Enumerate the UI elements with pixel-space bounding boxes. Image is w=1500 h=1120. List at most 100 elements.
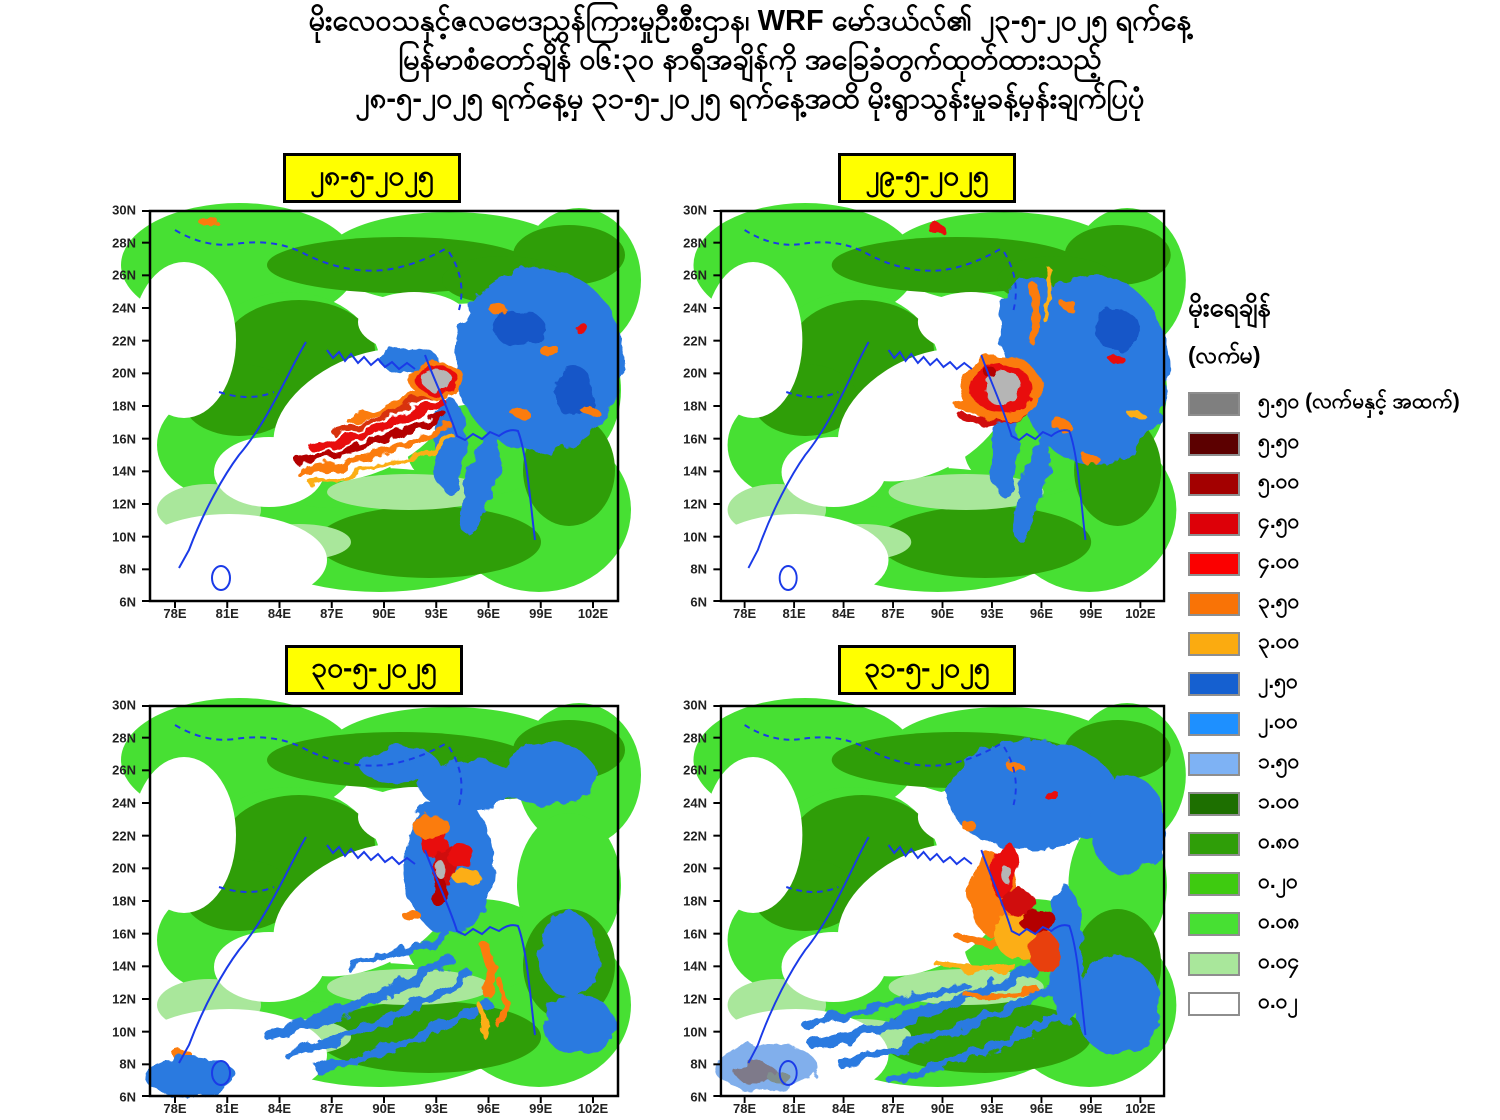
lon-tick-label: 96E bbox=[476, 606, 501, 621]
lat-tick-label: 20N bbox=[112, 860, 136, 876]
legend-row: ၅.၅၀ bbox=[1188, 430, 1488, 456]
lat-tick-label: 28N bbox=[683, 730, 707, 746]
legend-row: ၄.၀၀ bbox=[1188, 550, 1488, 576]
lat-tick-label: 6N bbox=[119, 594, 136, 610]
lat-tick-label: 18N bbox=[683, 893, 707, 909]
rain-overlay bbox=[929, 225, 1170, 542]
lon-tick-label: 78E bbox=[163, 606, 187, 621]
lon-tick-label: 93E bbox=[980, 606, 1004, 621]
map-panel-3: 30N 28N 26N 24N 22N 20N 18N 16N 14N 12N 10N 8N 6N bbox=[112, 698, 641, 1119]
lat-tick-label: 24N bbox=[683, 795, 707, 811]
legend-row: ၃.၅၀ bbox=[1188, 590, 1488, 616]
map-frame bbox=[719, 704, 1166, 1098]
legend-row: ၄.၅၀ bbox=[1188, 510, 1488, 536]
lon-tick-label: 99E bbox=[1079, 1101, 1103, 1116]
lat-tick-label: 16N bbox=[112, 431, 136, 447]
legend-swatch bbox=[1188, 911, 1240, 936]
legend-row: ၀.၀၈ bbox=[1188, 910, 1488, 936]
lat-tick-label: 14N bbox=[683, 463, 707, 479]
precip-map-art bbox=[121, 203, 641, 608]
lat-tick-label: 12N bbox=[683, 991, 707, 1007]
legend-row: ၀.၀၄ bbox=[1188, 950, 1488, 976]
lon-axis: 78E 81E 84E 87E 90E 93E 96E 99E 102E bbox=[149, 1097, 619, 1119]
lat-tick-label: 26N bbox=[683, 267, 707, 283]
lat-tick-label: 14N bbox=[112, 958, 136, 974]
legend-swatch bbox=[1188, 391, 1240, 416]
legend-value: ၅.၀၀ bbox=[1258, 470, 1300, 493]
lat-tick-label: 8N bbox=[119, 1056, 136, 1072]
map-panel-2: 30N 28N 26N 24N 22N 20N 18N 16N 14N 12N 10N 8N 6N bbox=[683, 203, 1186, 624]
lat-tick-label: 12N bbox=[112, 496, 136, 512]
lon-tick-label: 90E bbox=[372, 1101, 396, 1116]
legend-value: ၁.၀၀ bbox=[1258, 790, 1300, 813]
legend-value: ၁.၅၀ bbox=[1258, 750, 1300, 773]
legend-unit: (လက်မ) bbox=[1188, 342, 1261, 368]
legend-row: ၅.၅၀ (လက်မနှင့် အထက်) bbox=[1188, 390, 1488, 416]
lon-tick-label: 81E bbox=[215, 1101, 239, 1116]
legend-value: ၀.၀၂ bbox=[1258, 990, 1298, 1013]
legend-swatch bbox=[1188, 471, 1240, 496]
lat-tick-label: 12N bbox=[112, 991, 136, 1007]
legend-value: ၀.၂၀ bbox=[1258, 870, 1298, 893]
lon-tick-label: 84E bbox=[831, 1101, 856, 1116]
legend-title: မိုးရေချိန် bbox=[1188, 292, 1271, 322]
legend-value: ၂.၅၀ bbox=[1258, 670, 1298, 693]
lat-tick-label: 24N bbox=[683, 300, 707, 316]
lat-tick-label: 30N bbox=[683, 202, 707, 218]
lat-tick-label: 10N bbox=[683, 1024, 707, 1040]
map-frame bbox=[148, 704, 620, 1098]
legend-row: ၁.၀၀ bbox=[1188, 790, 1488, 816]
lon-axis: 78E 81E 84E 87E 90E 93E 96E 99E 102E bbox=[149, 602, 619, 624]
map-frame bbox=[148, 209, 620, 603]
lat-tick-label: 16N bbox=[683, 926, 707, 942]
legend-swatch bbox=[1188, 551, 1240, 576]
lon-tick-label: 87E bbox=[881, 606, 905, 621]
lat-tick-label: 18N bbox=[112, 893, 136, 909]
lat-tick-label: 26N bbox=[112, 762, 136, 778]
map-frame bbox=[719, 209, 1166, 603]
lat-axis: 30N 28N 26N 24N 22N 20N 18N 16N 14N 12N 10N 8N 6N bbox=[674, 698, 716, 1105]
lat-tick-label: 22N bbox=[112, 333, 136, 349]
lat-tick-label: 28N bbox=[112, 235, 136, 251]
lon-tick-label: 90E bbox=[372, 606, 396, 621]
precip-map-art bbox=[121, 698, 641, 1103]
legend-swatch bbox=[1188, 951, 1240, 976]
lat-tick-label: 22N bbox=[683, 828, 707, 844]
lat-tick-label: 20N bbox=[683, 365, 707, 381]
lat-tick-label: 30N bbox=[683, 697, 707, 713]
legend-swatch bbox=[1188, 791, 1240, 816]
lon-tick-label: 102E bbox=[1125, 1101, 1156, 1116]
precip-map-art bbox=[693, 203, 1186, 608]
lon-axis: 78E 81E 84E 87E 90E 93E 96E 99E 102E bbox=[720, 1097, 1165, 1119]
legend-swatch bbox=[1188, 751, 1240, 776]
page-title: မိုးလေဝသနှင့်ဇလဗေဒညွှန်ကြားမှုဦးစီးဌာန၊ … bbox=[0, 2, 1500, 119]
lat-tick-label: 16N bbox=[112, 926, 136, 942]
lon-tick-label: 87E bbox=[320, 606, 344, 621]
lat-tick-label: 6N bbox=[119, 1089, 136, 1105]
legend-value: ၀.၀၄ bbox=[1258, 950, 1300, 973]
lon-tick-label: 102E bbox=[1125, 606, 1156, 621]
legend-swatch bbox=[1188, 631, 1240, 656]
lon-tick-label: 78E bbox=[163, 1101, 187, 1116]
lon-tick-label: 99E bbox=[529, 606, 553, 621]
lon-tick-label: 90E bbox=[930, 1101, 955, 1116]
legend-row: ၁.၅၀ bbox=[1188, 750, 1488, 776]
date-tag-panel-4: ၃၁-၅-၂၀၂၅ bbox=[838, 645, 1016, 695]
legend-row: ၀.၂၀ bbox=[1188, 870, 1488, 896]
legend-swatch bbox=[1188, 711, 1240, 736]
legend-swatch bbox=[1188, 871, 1240, 896]
lat-tick-label: 8N bbox=[119, 561, 136, 577]
lon-tick-label: 84E bbox=[267, 606, 292, 621]
lon-tick-label: 99E bbox=[529, 1101, 553, 1116]
lat-axis: 30N 28N 26N 24N 22N 20N 18N 16N 14N 12N 10N 8N 6N bbox=[103, 203, 145, 610]
legend-row: ၂.၅၀ bbox=[1188, 670, 1488, 696]
lat-tick-label: 14N bbox=[112, 463, 136, 479]
legend-value: ၀.၀၈ bbox=[1258, 910, 1300, 933]
legend-row: ၂.၀၀ bbox=[1188, 710, 1488, 736]
lon-tick-label: 96E bbox=[1029, 606, 1054, 621]
lon-tick-label: 87E bbox=[881, 1101, 905, 1116]
legend-row: ၅.၀၀ bbox=[1188, 470, 1488, 496]
legend-value: ၃.၀၀ bbox=[1258, 630, 1300, 653]
lat-axis: 30N 28N 26N 24N 22N 20N 18N 16N 14N 12N 10N 8N 6N bbox=[674, 203, 716, 610]
